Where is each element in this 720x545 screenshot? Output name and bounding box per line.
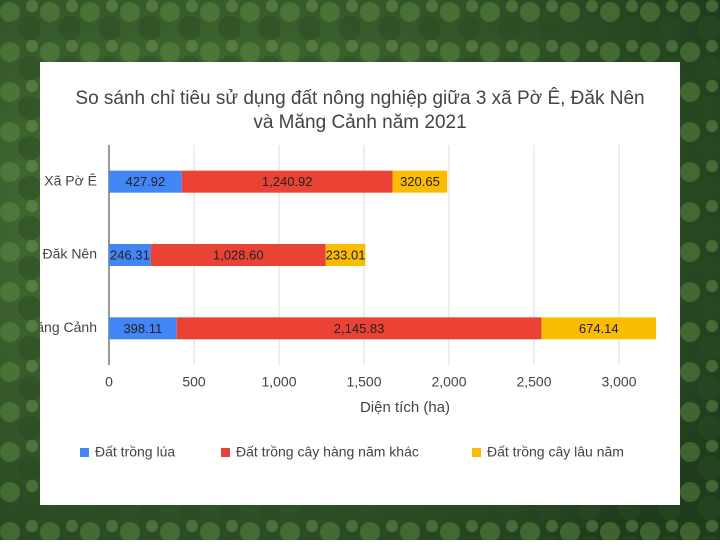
x-tick-label: 0 xyxy=(105,374,113,390)
data-label: 398.11 xyxy=(123,321,162,336)
x-tick-label: 500 xyxy=(182,374,206,390)
y-tick-label: Xã Măng Cảnh xyxy=(4,319,97,335)
x-tick-label: 1,500 xyxy=(346,374,381,390)
x-tick-label: 2,500 xyxy=(516,374,551,390)
chart-title: So sánh chỉ tiêu sử dụng đất nông nghiệp… xyxy=(75,87,644,133)
bar-segment xyxy=(109,317,177,340)
data-label: 233.01 xyxy=(326,247,366,262)
x-axis-label: Diện tích (ha) xyxy=(360,399,450,416)
bar-segment xyxy=(392,170,448,193)
y-tick-label: Xã Đăk Nên xyxy=(22,246,97,262)
data-label: 320.65 xyxy=(400,174,440,189)
panel-bg xyxy=(40,62,680,505)
x-tick-label: 2,000 xyxy=(431,374,466,390)
legend-label: Đất trồng cây hàng năm khác xyxy=(236,444,419,460)
bar-segment xyxy=(541,317,657,340)
bar-segment xyxy=(325,244,366,266)
bar-segment xyxy=(181,170,393,193)
panel: So sánh chỉ tiêu sử dụng đất nông nghiệp… xyxy=(4,62,680,505)
legend-swatch xyxy=(472,448,481,457)
x-tick-label: 1,000 xyxy=(261,374,296,390)
data-label: 246.31 xyxy=(110,247,150,262)
legend-swatch xyxy=(221,448,230,457)
legend-label: Đất trồng cây lâu năm xyxy=(487,444,624,460)
data-label: 1,028.60 xyxy=(213,247,264,262)
legend-swatch xyxy=(80,448,89,457)
bar-segment xyxy=(109,244,151,266)
legend-label: Đất trồng lúa xyxy=(95,444,175,460)
bar-segment xyxy=(150,244,326,266)
bar-segment xyxy=(109,170,182,193)
data-label: 674.14 xyxy=(579,321,619,336)
data-label: 2,145.83 xyxy=(334,321,385,336)
x-tick-label: 3,000 xyxy=(601,374,636,390)
data-label: 427.92 xyxy=(125,174,165,189)
y-tick-label: Xã Pờ Ê xyxy=(44,172,97,188)
data-label: 1,240.92 xyxy=(262,174,313,189)
bar-segment xyxy=(176,317,542,340)
